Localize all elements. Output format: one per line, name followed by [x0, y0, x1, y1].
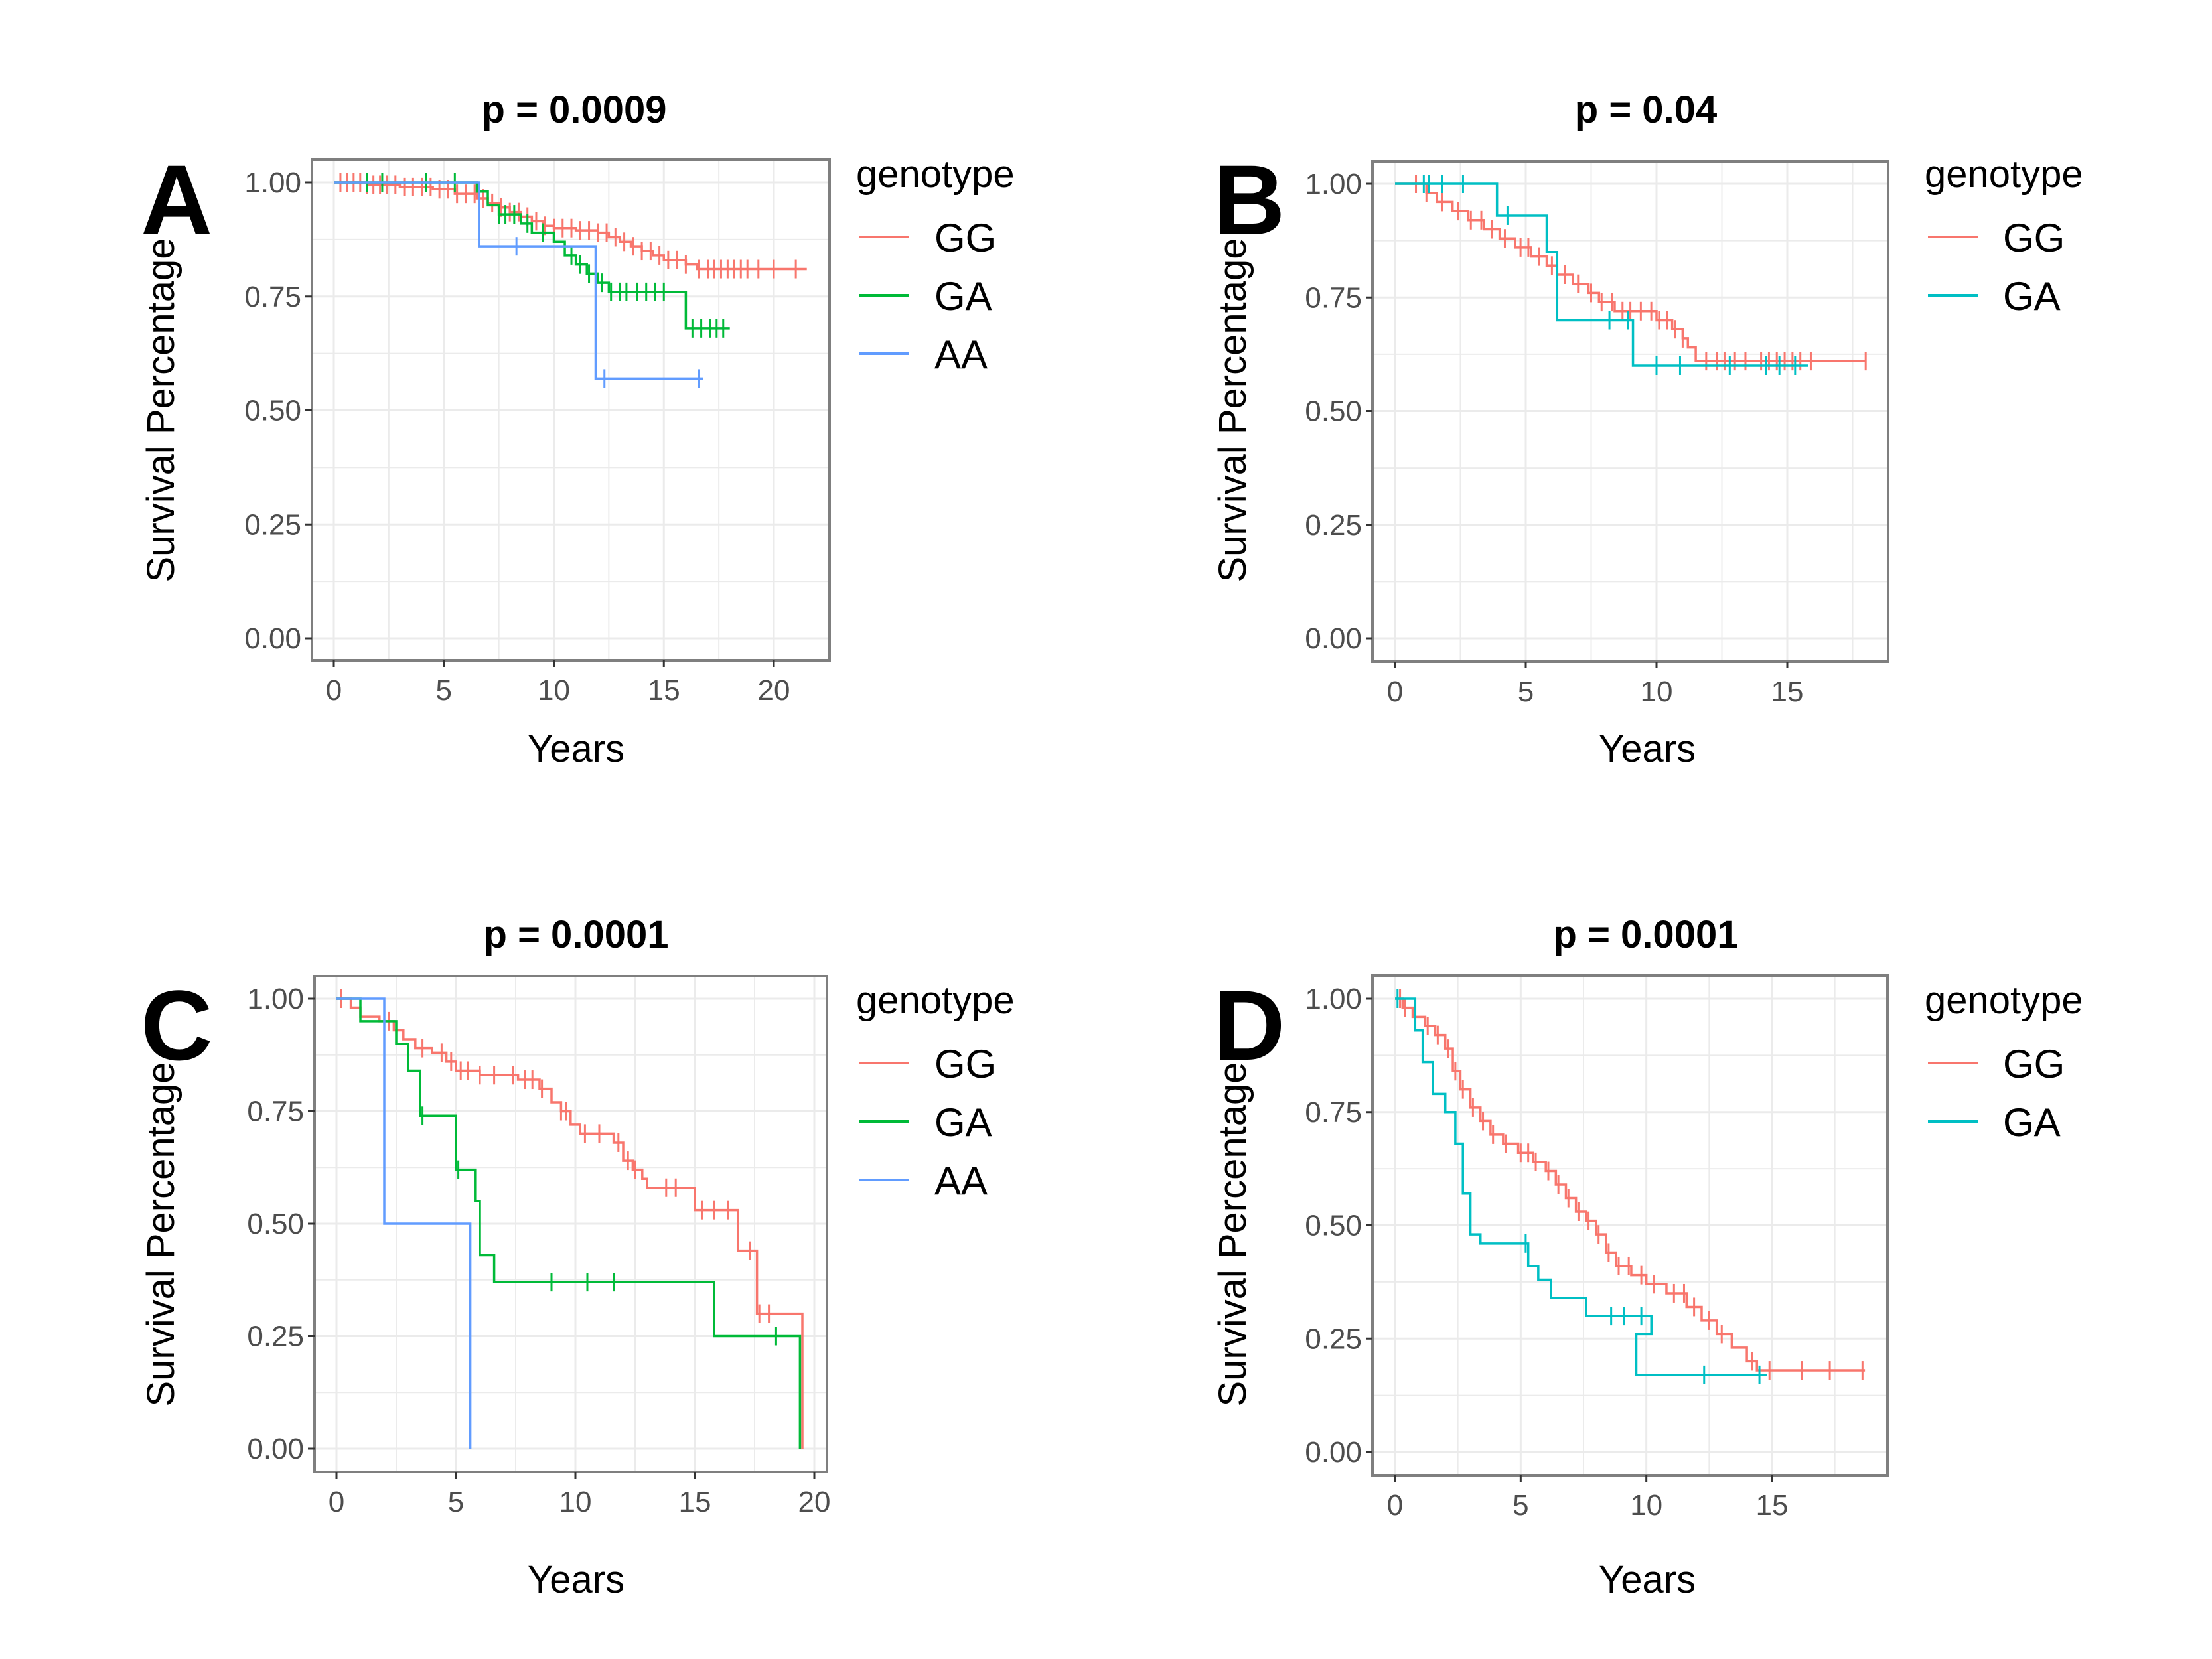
x-tick-label: 0 [329, 1486, 344, 1518]
legend-label-ga: GA [934, 1100, 992, 1145]
x-axis-label: Years [528, 1558, 625, 1601]
y-tick-label: 0.50 [1305, 1210, 1362, 1242]
x-tick-label: 5 [1512, 1489, 1528, 1522]
legend-label-ga: GA [2003, 274, 2061, 319]
x-tick-label: 5 [1518, 676, 1534, 708]
legend-title: genotype [856, 979, 1015, 1022]
series-gg [1395, 989, 1866, 1380]
legend-label-gg: GG [2003, 1042, 2065, 1086]
legend-label-gg: GG [934, 216, 996, 260]
panels: Ap = 0.0009 0.00 0.25 0.50 0.75 1.00 0 5 10 15 20 S… [139, 88, 2083, 1601]
x-tick-label: 20 [798, 1486, 831, 1518]
y-tick-label: 0.00 [1305, 622, 1362, 655]
legend-label-ga: GA [2003, 1100, 2061, 1145]
y-tick-label: 0.25 [1305, 1323, 1362, 1355]
survival-curve-aa [336, 997, 472, 1449]
y-tick-label: 1.00 [1305, 983, 1362, 1015]
panel-a: Ap = 0.0009 0.00 0.25 0.50 0.75 1.00 0 5 10 15 20 S… [139, 88, 1015, 770]
x-tick-label: 15 [1756, 1489, 1789, 1522]
x-tick-label: 15 [648, 674, 680, 707]
survival-curve-ga [334, 181, 730, 330]
y-tick-label: 0.25 [244, 508, 301, 541]
survival-curve-gg [1395, 997, 1866, 1372]
chart-title: p = 0.04 [1575, 88, 1717, 131]
legend: genotype GG GA [1925, 979, 2083, 1145]
x-tick-label: 5 [436, 674, 452, 707]
series-aa [336, 997, 472, 1449]
y-tick-label: 0.50 [247, 1208, 304, 1240]
survival-curve-ga [1395, 182, 1808, 367]
panel-c: Cp = 0.0001 0.00 0.25 0.50 0.75 1.00 0 5 10 15 20 S… [139, 913, 1015, 1601]
y-axis-label: Survival Percentage [139, 1062, 183, 1406]
y-tick-label: 1.00 [247, 983, 304, 1015]
y-tick-label: 0.75 [244, 281, 301, 313]
x-tick-label: 10 [538, 674, 570, 707]
legend-title: genotype [856, 153, 1015, 196]
y-tick-label: 0.25 [1305, 509, 1362, 541]
y-tick-label: 0.00 [1305, 1436, 1362, 1469]
x-tick-label: 0 [326, 674, 342, 707]
x-tick-label: 15 [679, 1486, 711, 1518]
x-axis-label: Years [1599, 727, 1696, 770]
panel-b: Bp = 0.04 0.00 0.25 0.50 0.75 1.00 0 5 10 15 Survi… [1211, 88, 2083, 770]
x-axis-label: Years [1599, 1558, 1696, 1601]
grid [313, 161, 828, 659]
panel-letter: A [141, 144, 212, 255]
x-tick-label: 10 [1630, 1489, 1662, 1522]
series-ga [336, 997, 802, 1449]
y-tick-label: 0.75 [247, 1096, 304, 1128]
chart-title: p = 0.0001 [1554, 913, 1739, 956]
series-ga [1395, 175, 1808, 375]
panel-letter: D [1213, 970, 1285, 1081]
legend-title: genotype [1925, 153, 2083, 196]
chart-title: p = 0.0001 [484, 913, 669, 956]
y-tick-label: 1.00 [244, 167, 301, 199]
x-tick-label: 15 [1771, 676, 1804, 708]
x-tick-label: 20 [758, 674, 790, 707]
legend-title: genotype [1925, 979, 2083, 1022]
x-tick-label: 0 [1387, 676, 1403, 708]
y-tick-label: 0.75 [1305, 1096, 1362, 1129]
y-axis-label: Survival Percentage [139, 238, 183, 582]
legend: genotype GG GA AA [856, 979, 1015, 1203]
grid [1374, 163, 1887, 660]
legend-label-aa: AA [934, 1159, 988, 1203]
legend: genotype GG GA [1925, 153, 2083, 319]
x-tick-label: 5 [448, 1486, 464, 1518]
legend-label-gg: GG [2003, 216, 2065, 260]
y-tick-label: 1.00 [1305, 168, 1362, 200]
y-tick-label: 0.00 [247, 1433, 304, 1465]
chart-title: p = 0.0009 [482, 88, 667, 131]
panel-d: Dp = 0.0001 0.00 0.25 0.50 0.75 1.00 0 5 10 15 Sur… [1211, 913, 2083, 1601]
legend: genotype GG GA AA [856, 153, 1015, 377]
legend-label-gg: GG [934, 1042, 996, 1086]
panel-letter: C [141, 970, 212, 1081]
panel-letter: B [1213, 144, 1285, 255]
legend-label-aa: AA [934, 332, 988, 377]
x-tick-label: 0 [1387, 1489, 1403, 1522]
legend-label-ga: GA [934, 274, 992, 319]
x-axis-label: Years [528, 727, 625, 770]
series-gg [1395, 175, 1867, 371]
y-axis-label: Survival Percentage [1211, 238, 1254, 582]
series-ga [1395, 989, 1767, 1384]
y-tick-label: 0.50 [1305, 396, 1362, 428]
survival-curve-aa [334, 181, 703, 380]
series-aa [334, 181, 703, 388]
y-tick-label: 0.00 [244, 622, 301, 655]
grid [1374, 977, 1886, 1474]
y-axis-label: Survival Percentage [1211, 1062, 1254, 1406]
y-tick-label: 0.50 [244, 395, 301, 427]
x-tick-label: 10 [559, 1486, 592, 1518]
x-tick-label: 10 [1641, 676, 1673, 708]
survival-curve-ga [1395, 997, 1767, 1376]
y-tick-label: 0.75 [1305, 281, 1362, 314]
y-tick-label: 0.25 [247, 1321, 304, 1353]
survival-curve-ga [336, 997, 802, 1449]
